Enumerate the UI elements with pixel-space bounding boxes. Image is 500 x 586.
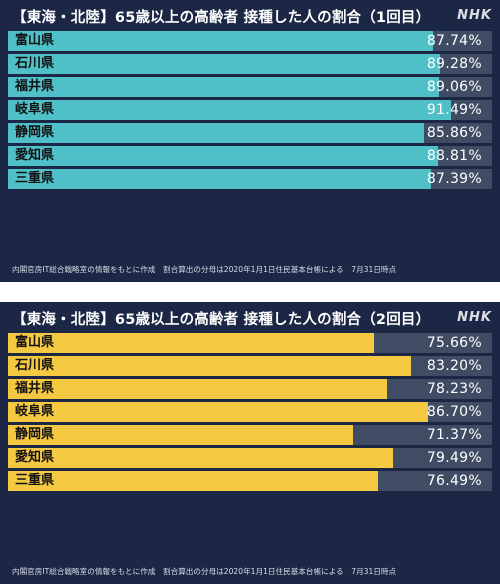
value-label: 76.49% [426, 473, 482, 489]
value-label: 75.66% [426, 335, 482, 351]
prefecture-label: 福井県 [15, 381, 55, 396]
value-label: 71.37% [426, 427, 482, 443]
bar-rows: 富山県 75.66% 石川県 83.20% 福井県 78.23% 岐阜県 86.70% 静岡県 7… [8, 333, 492, 494]
bar-fill [8, 100, 451, 120]
chart-panel-first-dose: 【東海・北陸】65歳以上の高齢者 接種した人の割合（1回目） NHK 富山県 87… [0, 0, 500, 282]
bar-row: 福井県 89.06% [8, 77, 492, 97]
bar-row: 岐阜県 86.70% [8, 402, 492, 422]
bar-rows: 富山県 87.74% 石川県 89.28% 福井県 89.06% 岐阜県 91.49% 静岡県 8… [8, 31, 492, 192]
bar-row: 石川県 89.28% [8, 54, 492, 74]
prefecture-label: 三重県 [15, 171, 55, 186]
value-label: 87.74% [426, 33, 482, 49]
value-label: 83.20% [426, 358, 482, 374]
chart-title: 【東海・北陸】65歳以上の高齢者 接種した人の割合（2回目） [12, 312, 431, 328]
value-label: 85.86% [426, 125, 482, 141]
bar-fill [8, 54, 441, 74]
bar-row: 岐阜県 91.49% [8, 100, 492, 120]
prefecture-label: 富山県 [15, 335, 55, 350]
prefecture-label: 石川県 [15, 56, 55, 71]
bar-fill [8, 471, 379, 491]
bar-row: 愛知県 88.81% [8, 146, 492, 166]
bar-row: 三重県 76.49% [8, 471, 492, 491]
chart-panel-second-dose: 【東海・北陸】65歳以上の高齢者 接種した人の割合（2回目） NHK 富山県 75… [0, 302, 500, 584]
bar-row: 福井県 78.23% [8, 379, 492, 399]
bar-fill [8, 425, 354, 445]
bar-fill [8, 402, 428, 422]
bar-fill [8, 333, 375, 353]
bar-row: 静岡県 71.37% [8, 425, 492, 445]
nhk-logo: NHK [457, 8, 492, 23]
value-label: 79.49% [426, 450, 482, 466]
source-footer: 内閣官房IT総合戦略室の情報をもとに作成 割合算出の分母は2020年1月1日住民… [12, 567, 397, 576]
value-label: 89.06% [426, 79, 482, 95]
bar-fill [8, 77, 440, 97]
prefecture-label: 三重県 [15, 473, 55, 488]
value-label: 88.81% [426, 148, 482, 164]
value-label: 86.70% [426, 404, 482, 420]
value-label: 87.39% [426, 171, 482, 187]
bar-fill [8, 169, 431, 189]
prefecture-label: 富山県 [15, 33, 55, 48]
prefecture-label: 福井県 [15, 79, 55, 94]
bar-fill [8, 31, 433, 51]
prefecture-label: 静岡県 [15, 427, 55, 442]
prefecture-label: 石川県 [15, 358, 55, 373]
prefecture-label: 静岡県 [15, 125, 55, 140]
bar-fill [8, 448, 393, 468]
bar-row: 富山県 75.66% [8, 333, 492, 353]
prefecture-label: 岐阜県 [15, 404, 55, 419]
prefecture-label: 愛知県 [15, 450, 55, 465]
bar-fill [8, 379, 387, 399]
bar-fill [8, 123, 424, 143]
bar-row: 愛知県 79.49% [8, 448, 492, 468]
prefecture-label: 愛知県 [15, 148, 55, 163]
prefecture-label: 岐阜県 [15, 102, 55, 117]
bar-row: 富山県 87.74% [8, 31, 492, 51]
source-footer: 内閣官房IT総合戦略室の情報をもとに作成 割合算出の分母は2020年1月1日住民… [12, 265, 397, 274]
bar-row: 石川県 83.20% [8, 356, 492, 376]
bar-row: 三重県 87.39% [8, 169, 492, 189]
bar-row: 静岡県 85.86% [8, 123, 492, 143]
nhk-logo: NHK [457, 310, 492, 325]
chart-title: 【東海・北陸】65歳以上の高齢者 接種した人の割合（1回目） [12, 10, 431, 26]
bar-fill [8, 356, 411, 376]
value-label: 78.23% [426, 381, 482, 397]
value-label: 91.49% [426, 102, 482, 118]
bar-fill [8, 146, 438, 166]
value-label: 89.28% [426, 56, 482, 72]
